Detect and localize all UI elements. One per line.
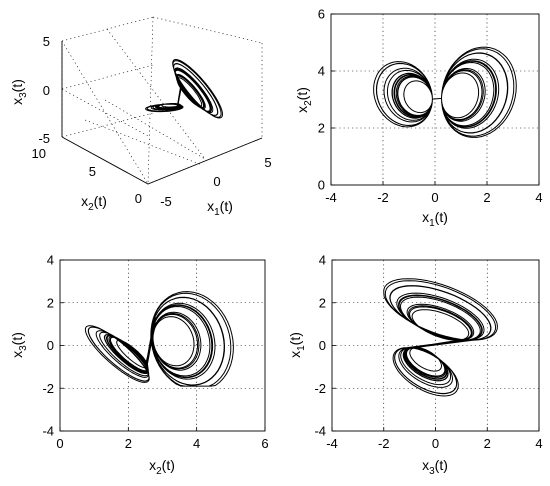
tick-label-x: -2 bbox=[377, 190, 389, 205]
tick-label-x: 2 bbox=[484, 436, 491, 451]
tick-label-y: 0 bbox=[318, 178, 325, 193]
tick-label-x: 0 bbox=[431, 190, 438, 205]
trajectory-x3-x1 bbox=[383, 278, 498, 397]
tick-label-y: -4 bbox=[314, 424, 326, 439]
xlabel-x3-x1: x3(t) bbox=[422, 457, 448, 477]
axes-3d-base bbox=[61, 136, 263, 185]
tick-label-y: 4 bbox=[47, 253, 54, 268]
xlabel-x1-x2: x1(t) bbox=[422, 209, 448, 229]
grid-x1-x2 bbox=[331, 14, 539, 185]
panel-x1-x2: -4 -2 0 2 4 0 2 4 6 x1(t) x2(t) bbox=[294, 7, 543, 230]
tick-label-x: -2 bbox=[378, 436, 390, 451]
ylabel-x1-x2: x2(t) bbox=[294, 87, 314, 113]
tick-label-y: 0 bbox=[319, 338, 326, 353]
tick-label-y: 2 bbox=[47, 295, 54, 310]
tick-label-x: -4 bbox=[326, 436, 338, 451]
tick-z-mid: 0 bbox=[43, 83, 50, 98]
ticks-x3-x1: -4 -2 0 2 4 -4 -2 0 2 4 bbox=[314, 253, 542, 452]
tick-x-left: -5 bbox=[160, 194, 172, 209]
tick-label-x: 0 bbox=[56, 436, 63, 451]
trajectory-x2-x3 bbox=[84, 291, 234, 387]
tick-label-y: 4 bbox=[319, 253, 326, 268]
ylabel-x2-x3: x3(t) bbox=[9, 332, 29, 358]
grid-3d bbox=[61, 16, 263, 185]
tick-y-bot: 0 bbox=[135, 191, 142, 206]
frame-x2-x3 bbox=[59, 259, 266, 432]
tick-z-top: 5 bbox=[43, 34, 50, 49]
ticks-x2-x3: 0 2 4 6 -4 -2 0 2 4 bbox=[42, 253, 268, 452]
tick-label-y: 0 bbox=[47, 338, 54, 353]
tick-label-y: -2 bbox=[314, 381, 326, 396]
ylabel-3d: x2(t) bbox=[81, 193, 107, 213]
tick-z-bot: -5 bbox=[38, 131, 50, 146]
panel-x3-x1: -4 -2 0 2 4 -4 -2 0 2 4 x3(t) x1(t) bbox=[287, 253, 543, 478]
trajectory-x1-x2 bbox=[373, 46, 517, 138]
panel-x2-x3: 0 2 4 6 -4 -2 0 2 4 x2(t) x3(t) bbox=[9, 253, 269, 478]
zlabel-3d: x3(t) bbox=[9, 79, 29, 105]
trajectory-3d bbox=[145, 59, 223, 119]
tick-label-x: 0 bbox=[432, 436, 439, 451]
tick-label-x: 4 bbox=[535, 190, 542, 205]
tick-label-y: -4 bbox=[42, 424, 54, 439]
tick-label-y: -2 bbox=[42, 381, 54, 396]
xlabel-3d: x1(t) bbox=[207, 198, 233, 218]
grid-x2-x3 bbox=[60, 260, 265, 431]
panel-3d: 5 0 -5 10 5 0 -5 0 5 x3(t) x2(t) x1(t) bbox=[9, 16, 272, 218]
tick-label-y: 6 bbox=[318, 7, 325, 22]
tick-label-x: 4 bbox=[535, 436, 542, 451]
ticks-x1-x2: -4 -2 0 2 4 0 2 4 6 bbox=[318, 7, 543, 206]
tick-y-top: 10 bbox=[32, 146, 46, 161]
ylabel-x3-x1: x1(t) bbox=[287, 332, 307, 358]
tick-label-y: 2 bbox=[319, 295, 326, 310]
tick-label-y: 4 bbox=[318, 64, 325, 79]
tick-label-x: -4 bbox=[325, 190, 337, 205]
tick-x-mid: 0 bbox=[213, 174, 220, 189]
tick-label-x: 2 bbox=[125, 436, 132, 451]
xlabel-x2-x3: x2(t) bbox=[149, 457, 175, 477]
grid-x3-x1 bbox=[332, 260, 539, 431]
tick-x-right: 5 bbox=[264, 155, 271, 170]
tick-label-x: 2 bbox=[483, 190, 490, 205]
tick-label-x: 4 bbox=[193, 436, 200, 451]
tick-label-x: 6 bbox=[261, 436, 268, 451]
tick-y-mid: 5 bbox=[89, 164, 96, 179]
tick-label-y: 2 bbox=[318, 121, 325, 136]
